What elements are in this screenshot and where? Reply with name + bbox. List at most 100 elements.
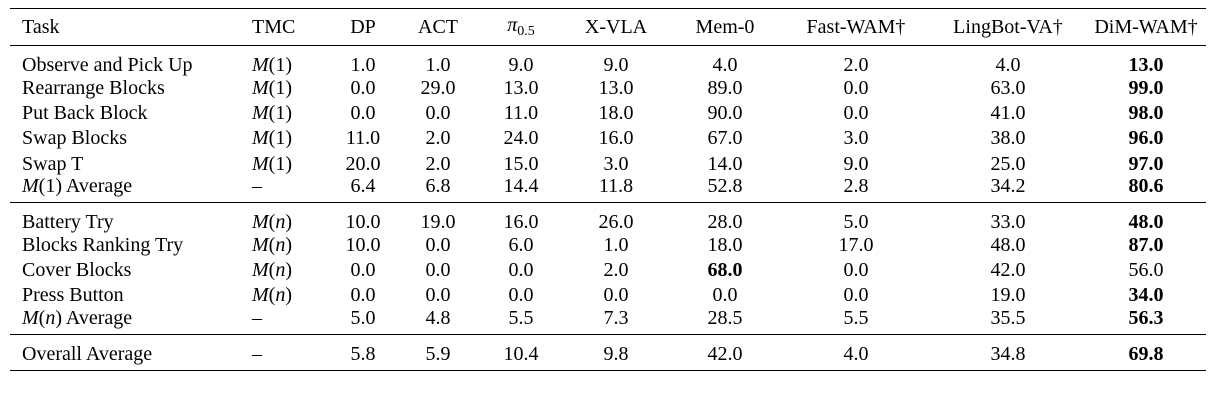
cell-task: Battery Try <box>10 202 242 233</box>
cell-value: 9.8 <box>564 334 668 372</box>
cell-value: 87.0 <box>1128 233 1164 256</box>
cell-value: 5.5 <box>843 307 869 330</box>
cell-value: 56.3 <box>1128 307 1164 330</box>
cell-tmc: M(n) <box>252 233 293 256</box>
cell-value: 99.0 <box>1128 76 1164 99</box>
table-row: Rearrange Blocks M(1) 0.0 29.0 13.0 13.0 89.0 0… <box>10 75 1206 100</box>
cell-value: 10.4 <box>478 334 564 372</box>
cell-value: 0.0 <box>508 259 534 282</box>
cell-value: 11.8 <box>598 175 634 198</box>
cell-value: 48.0 <box>1086 202 1206 233</box>
cell-value: 16.0 <box>478 202 564 233</box>
cell-value: 4.0 <box>782 334 930 372</box>
header-mem0: Mem-0 <box>668 8 782 46</box>
cell-value: 15.0 <box>503 152 539 175</box>
cell-value: 28.5 <box>707 307 743 330</box>
table-row: Battery Try M(n) 10.0 19.0 16.0 26.0 28.0 5.0 33… <box>10 202 1206 233</box>
cell-value: 10.0 <box>345 233 381 256</box>
cell-value: 19.0 <box>990 284 1026 307</box>
cell-value: 0.0 <box>425 259 451 282</box>
cell-value: 0.0 <box>843 259 869 282</box>
header-act: ACT <box>398 8 478 46</box>
cell-task: Observe and Pick Up <box>22 54 193 76</box>
cell-value: 98.0 <box>1128 101 1164 124</box>
cell-tmc: – <box>242 334 328 372</box>
cell-value: 35.5 <box>990 307 1026 330</box>
cell-value: 4.0 <box>712 54 738 76</box>
cell-task: Put Back Block <box>22 101 148 124</box>
header-dimwam: DiM-WAM† <box>1086 8 1206 46</box>
cell-value: 9.0 <box>603 54 629 76</box>
cell-value: 5.5 <box>508 307 534 330</box>
cell-value: 63.0 <box>990 76 1026 99</box>
cell-value: 7.3 <box>603 307 629 330</box>
cell-value: 13.0 <box>1128 54 1164 76</box>
cell-value: 5.0 <box>350 307 376 330</box>
cell-value: 33.0 <box>930 202 1086 233</box>
cell-value: 4.0 <box>995 54 1021 76</box>
cell-value: 11.0 <box>503 101 539 124</box>
cell-value: 9.0 <box>508 54 534 76</box>
table-row: Put Back Block M(1) 0.0 0.0 11.0 18.0 90.0 0.0 4… <box>10 100 1206 125</box>
cell-value: 2.0 <box>425 152 451 175</box>
cell-tmc: – <box>252 307 262 330</box>
cell-value: 1.0 <box>603 233 629 256</box>
cell-value: 3.0 <box>843 127 869 150</box>
cell-task: Press Button <box>22 284 124 307</box>
header-task: Task <box>10 8 242 46</box>
cell-tmc: M(1) <box>252 152 293 175</box>
cell-value: 0.0 <box>350 259 376 282</box>
cell-value: 0.0 <box>843 101 869 124</box>
cell-value: 1.0 <box>350 54 376 76</box>
cell-value: 0.0 <box>712 284 738 307</box>
cell-task: Swap T <box>22 152 84 175</box>
cell-task: Cover Blocks <box>22 259 132 282</box>
cell-tmc: M(n) <box>252 284 293 307</box>
cell-value: 67.0 <box>707 127 743 150</box>
cell-task: Rearrange Blocks <box>22 76 165 99</box>
cell-value: 10.0 <box>328 202 398 233</box>
cell-value: 13.0 <box>598 76 634 99</box>
cell-value: 48.0 <box>990 233 1026 256</box>
cell-value: 3.0 <box>603 152 629 175</box>
cell-task: M(n) Average <box>22 307 133 330</box>
table-header-row: Task TMC DP ACT π0.5 X-VLA Mem-0 Fast-WA… <box>10 8 1206 46</box>
table-row: Swap Blocks M(1) 11.0 2.0 24.0 16.0 67.0 3.0 38.… <box>10 126 1206 151</box>
cell-value: 6.0 <box>508 233 534 256</box>
cell-value: 68.0 <box>707 259 743 282</box>
table-row: Cover Blocks M(n) 0.0 0.0 0.0 2.0 68.0 0.0 42.0 5… <box>10 257 1206 282</box>
cell-value: 26.0 <box>564 202 668 233</box>
cell-value: 0.0 <box>425 101 451 124</box>
cell-value: 19.0 <box>398 202 478 233</box>
cell-task: M(1) Average <box>22 175 133 198</box>
table-row: Overall Average –5.8 5.9 10.4 9.8 42.0 4.0 34.8… <box>10 334 1206 372</box>
cell-value: 20.0 <box>345 152 381 175</box>
header-tmc: TMC <box>242 8 328 46</box>
cell-value: 34.8 <box>930 334 1086 372</box>
cell-value: 69.8 <box>1086 334 1206 372</box>
cell-value: 34.0 <box>1128 284 1164 307</box>
cell-value: 90.0 <box>707 101 743 124</box>
cell-value: 2.8 <box>843 175 869 198</box>
cell-value: 2.0 <box>843 54 869 76</box>
cell-value: 29.0 <box>420 76 456 99</box>
cell-value: 4.8 <box>425 307 451 330</box>
cell-value: 0.0 <box>843 76 869 99</box>
table-row: M(1) Average – 6.4 6.8 14.4 11.8 52.8 2.8 34.2 80… <box>10 176 1206 203</box>
header-fastwam: Fast-WAM† <box>782 8 930 46</box>
header-pi-subscript: 0.5 <box>517 24 535 39</box>
table-row: Observe and Pick Up M(1) 1.0 1.0 9.0 9.0 4.0 2.… <box>10 46 1206 76</box>
cell-tmc: M(1) <box>252 127 293 150</box>
table-row: Blocks Ranking Try M(n) 10.0 0.0 6.0 1.0 18.0 1… <box>10 232 1206 257</box>
table-row: M(n) Average – 5.0 4.8 5.5 7.3 28.5 5.5 35.5 56.3 <box>10 308 1206 335</box>
cell-value: 0.0 <box>350 76 376 99</box>
cell-value: 2.0 <box>425 127 451 150</box>
cell-tmc: M(1) <box>252 101 293 124</box>
header-xvla: X-VLA <box>564 8 668 46</box>
cell-value: 80.6 <box>1128 175 1164 198</box>
cell-value: 0.0 <box>350 101 376 124</box>
cell-value: 0.0 <box>350 284 376 307</box>
header-dp: DP <box>328 8 398 46</box>
cell-value: 2.0 <box>603 259 629 282</box>
